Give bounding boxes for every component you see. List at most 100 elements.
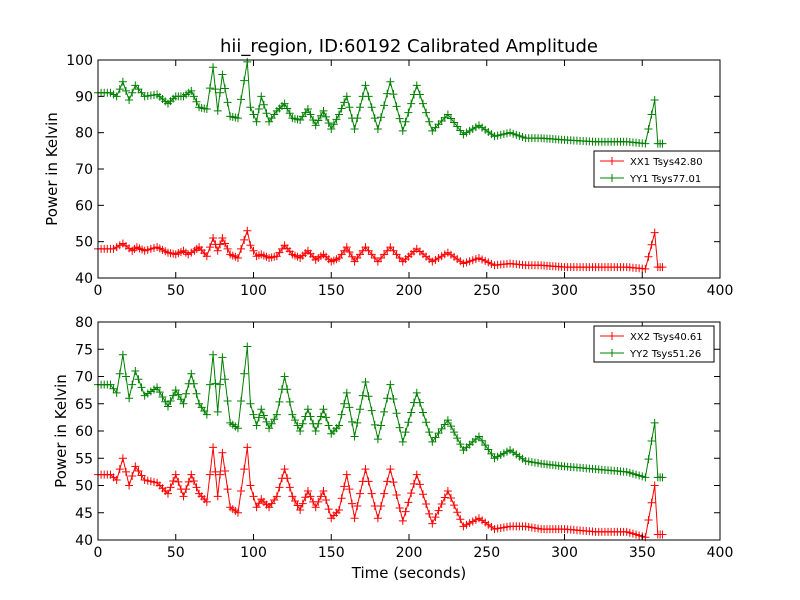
bottom-series-0-marker bbox=[223, 485, 232, 494]
top-series-1-marker bbox=[202, 105, 211, 114]
top-y-tick-label: 80 bbox=[75, 126, 93, 142]
bottom-series-1-marker bbox=[121, 372, 130, 381]
top-series-1-marker bbox=[361, 81, 370, 90]
bottom-series-1-marker bbox=[213, 407, 222, 416]
bottom-series-1-marker bbox=[283, 385, 292, 394]
bottom-series-0-marker bbox=[134, 466, 143, 475]
bottom-series-0-marker bbox=[345, 485, 354, 494]
bottom-series-1-marker bbox=[481, 441, 490, 450]
bottom-series-0-marker bbox=[340, 482, 349, 491]
bottom-series-0-marker bbox=[431, 513, 440, 522]
bottom-series-1-marker bbox=[380, 407, 389, 416]
bottom-series-1-marker bbox=[641, 473, 650, 482]
bottom-series-0-marker bbox=[658, 530, 667, 539]
top-series-1-marker bbox=[189, 92, 198, 101]
bottom-series-1-marker bbox=[389, 394, 398, 403]
bottom-series-0-marker bbox=[174, 477, 183, 486]
top-series-1-marker bbox=[370, 114, 379, 123]
top-series-1-marker bbox=[377, 113, 386, 122]
bottom-panel-xlabel: Time (seconds) bbox=[351, 564, 467, 582]
bottom-series-1-marker bbox=[443, 416, 452, 425]
bottom-series-0-marker bbox=[272, 492, 281, 501]
bottom-series-1-marker bbox=[322, 413, 331, 422]
bottom-panel-ticks: 0 50 100 150 200 250 300 350 400 40 45 50 55 60 65 70 75… bbox=[75, 315, 733, 561]
bottom-series-1-marker bbox=[109, 384, 118, 393]
bottom-series-1-marker bbox=[205, 380, 214, 389]
top-series-1-marker bbox=[373, 125, 382, 134]
bottom-series-0-marker bbox=[380, 489, 389, 498]
top-panel-ylabel: Power in Kelvin bbox=[43, 112, 61, 226]
bottom-series-0-marker bbox=[404, 498, 413, 507]
bottom-series-1-marker bbox=[272, 410, 281, 419]
bottom-series-1-marker bbox=[431, 433, 440, 442]
top-series-1-marker bbox=[332, 115, 341, 124]
top-series-1-marker bbox=[658, 139, 667, 148]
top-x-tick-label: 400 bbox=[707, 283, 734, 299]
bottom-series-0-marker bbox=[389, 478, 398, 487]
top-series-1-marker bbox=[350, 125, 359, 134]
bottom-series-1-marker bbox=[270, 415, 279, 424]
bottom-series-0-marker bbox=[319, 486, 328, 495]
top-series-0-marker bbox=[658, 263, 667, 272]
bottom-series-0-marker bbox=[205, 470, 214, 479]
bottom-series-1-marker bbox=[386, 380, 395, 389]
bottom-series-1-marker bbox=[404, 418, 413, 427]
bottom-series-1-marker bbox=[647, 436, 656, 445]
bottom-series-0-marker bbox=[137, 471, 146, 480]
bottom-series-1-marker bbox=[361, 377, 370, 386]
top-x-tick-label: 200 bbox=[396, 283, 423, 299]
bottom-y-tick-label: 60 bbox=[75, 424, 93, 440]
top-series-1-marker bbox=[398, 126, 407, 135]
top-series-1-marker bbox=[395, 114, 404, 123]
bottom-series-1-markers bbox=[94, 342, 667, 482]
top-series-1-marker bbox=[401, 117, 410, 126]
top-series-0-marker bbox=[213, 246, 222, 255]
bottom-x-tick-label: 100 bbox=[240, 545, 267, 561]
top-series-0-marker bbox=[641, 264, 650, 273]
bottom-series-1-marker bbox=[216, 380, 225, 389]
bottom-series-0-marker bbox=[280, 465, 289, 474]
bottom-series-1-marker bbox=[290, 416, 299, 425]
bottom-series-0-marker bbox=[347, 499, 356, 508]
bottom-series-1-marker bbox=[174, 390, 183, 399]
bottom-series-1-marker bbox=[373, 435, 382, 444]
bottom-series-1-marker bbox=[353, 418, 362, 427]
bottom-series-1-marker bbox=[166, 397, 175, 406]
bottom-series-1-marker bbox=[434, 429, 443, 438]
bottom-series-0-marker bbox=[298, 499, 307, 508]
bottom-series-1-marker bbox=[179, 399, 188, 408]
top-series-1-marker bbox=[205, 84, 214, 93]
bottom-x-tick-label: 50 bbox=[167, 545, 185, 561]
bottom-y-tick-label: 70 bbox=[75, 370, 93, 386]
bottom-series-1-marker bbox=[437, 424, 446, 433]
bottom-series-0-marker bbox=[367, 489, 376, 498]
bottom-series-1-marker bbox=[296, 427, 305, 435]
bottom-series-0-marker bbox=[179, 492, 188, 501]
top-series-1-marker bbox=[262, 109, 271, 118]
top-series-1-marker bbox=[340, 98, 349, 107]
top-x-tick-label: 50 bbox=[167, 283, 185, 299]
bottom-series-1-marker bbox=[340, 399, 349, 408]
bottom-legend-marker bbox=[608, 332, 616, 340]
bottom-series-1-marker bbox=[125, 394, 134, 403]
bottom-series-0-marker bbox=[453, 508, 462, 517]
bottom-series-1-marker bbox=[249, 410, 258, 419]
bottom-series-1-marker bbox=[418, 408, 427, 417]
bottom-series-0-marker bbox=[450, 501, 459, 510]
top-series-0-marker bbox=[647, 240, 656, 249]
bottom-series-1-marker bbox=[440, 420, 449, 429]
bottom-series-1-marker bbox=[106, 380, 115, 389]
bottom-series-0-marker bbox=[209, 443, 218, 452]
bottom-series-1-marker bbox=[153, 383, 162, 392]
bottom-series-1-marker bbox=[453, 434, 462, 443]
top-x-tick-label: 350 bbox=[629, 283, 656, 299]
bottom-series-0-marker bbox=[233, 508, 242, 517]
bottom-x-tick-label: 250 bbox=[473, 545, 500, 561]
top-panel-legend: XX1 Tsys42.80 YY1 Tsys77.01 bbox=[593, 150, 721, 188]
bottom-series-1-marker bbox=[356, 405, 365, 414]
top-series-1-marker bbox=[324, 118, 333, 127]
bottom-panel: 0 50 100 150 200 250 300 350 400 40 45 50 55 60 65 70 75… bbox=[52, 315, 733, 582]
bottom-series-0-marker bbox=[446, 494, 455, 503]
bottom-series-0-marker bbox=[316, 492, 325, 501]
bottom-series-0-marker bbox=[314, 497, 323, 506]
